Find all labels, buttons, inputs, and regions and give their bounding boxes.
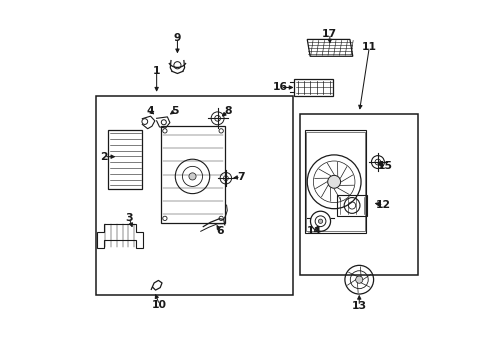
Text: 15: 15 [377, 161, 392, 171]
Text: 1: 1 [153, 66, 160, 76]
Text: 7: 7 [237, 172, 244, 182]
Text: 16: 16 [272, 82, 287, 93]
Text: 4: 4 [146, 106, 154, 116]
Text: 9: 9 [173, 33, 181, 43]
Text: 12: 12 [375, 200, 390, 210]
Circle shape [355, 276, 362, 283]
Circle shape [188, 173, 196, 180]
Text: 8: 8 [224, 106, 232, 116]
Circle shape [327, 175, 340, 188]
Text: 11: 11 [361, 42, 376, 52]
Text: 2: 2 [100, 152, 107, 162]
Text: 10: 10 [152, 300, 167, 310]
Text: 14: 14 [306, 226, 321, 236]
Text: 5: 5 [170, 106, 178, 116]
Circle shape [318, 219, 322, 224]
Text: 13: 13 [351, 301, 366, 311]
Text: 17: 17 [322, 29, 337, 39]
Text: 3: 3 [125, 213, 133, 222]
Text: 6: 6 [216, 226, 224, 236]
